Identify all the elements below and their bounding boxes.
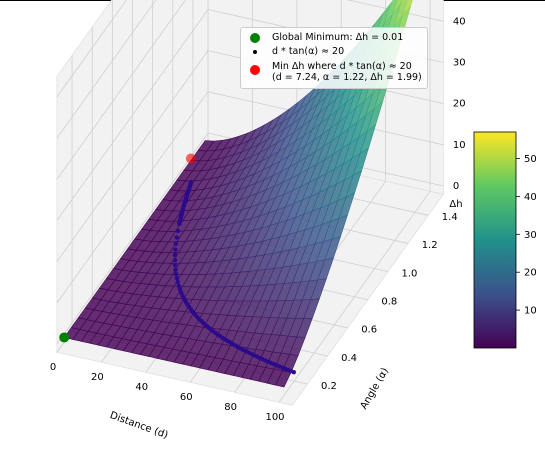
constraint-point [173, 241, 179, 246]
legend-item-constraint: d * tan(α) ≈ 20 [247, 46, 344, 58]
grid-line [56, 91, 209, 304]
grid-line [56, 9, 209, 221]
legend-label: Global Minimum: Δh = 0.01 [272, 32, 404, 43]
z-tick-label: 10 [453, 140, 466, 151]
constraint-point [291, 370, 296, 375]
z-tick-label: 20 [453, 99, 466, 110]
y-tick-label: 0.2 [321, 381, 337, 392]
grid-line [56, 132, 209, 345]
z-tick-label: 40 [453, 16, 466, 27]
legend-label: Min Δh where d * tan(α) ≈ 20 (d = 7.24, … [272, 61, 422, 83]
x-tick-label: 40 [135, 382, 148, 393]
y-tick-label: 1.4 [442, 212, 458, 223]
surface-patch [402, 0, 413, 16]
constraint-point [173, 263, 178, 268]
x-tick-label: 20 [91, 372, 104, 383]
z-tick-label: 30 [453, 58, 466, 69]
x-tick-label: 80 [224, 402, 237, 413]
constraint-point [174, 235, 179, 240]
red-dot-icon [250, 65, 260, 75]
y-tick-label: 0.8 [381, 297, 397, 308]
y-tick-label: 0.4 [341, 353, 357, 364]
axis-ticks: 0 20 40 60 80 100 0.2 0.4 0.6 0.8 1.0 1.2 1.4 0 10 20 30… [50, 16, 466, 423]
small-dot-icon [253, 50, 257, 54]
constraint-curve [172, 180, 296, 375]
colorbar: 10 20 30 40 50 [473, 131, 537, 349]
colorbar-tick-label: 10 [524, 306, 537, 317]
constraint-point [173, 271, 179, 277]
surface-patch [400, 0, 404, 4]
x-tick-label: 0 [50, 362, 56, 373]
constraint-point [176, 283, 181, 288]
x-axis-label: Distance (d) [108, 410, 169, 441]
z-tick-label: 0 [453, 181, 459, 192]
x-tick-label: 100 [265, 412, 284, 423]
colorbar-gradient [473, 131, 517, 349]
constraint-point [177, 287, 183, 292]
constraint-point [172, 258, 178, 263]
legend-label: d * tan(α) ≈ 20 [272, 46, 345, 57]
constraint-point [174, 276, 180, 281]
constraint-point [173, 267, 178, 272]
green-dot-icon [250, 33, 260, 43]
y-tick-label: 0.6 [361, 325, 377, 336]
surface-patch [392, 0, 403, 14]
grid-line [56, 0, 127, 98]
point-markers [59, 153, 196, 343]
global-minimum-marker [59, 332, 70, 343]
surface-patch [197, 140, 215, 152]
y-axis-label: Angle (α) [359, 366, 392, 411]
y-tick-label: 1.0 [402, 268, 418, 279]
y-tick-label: 1.2 [422, 240, 438, 251]
x-tick-label: 60 [180, 392, 193, 403]
grid-line [56, 0, 157, 139]
colorbar-tick-label: 50 [524, 154, 537, 165]
constraint-point [172, 252, 178, 258]
constraint-point [175, 279, 180, 285]
constraint-point [173, 247, 178, 252]
legend-item-constrained-min: Min Δh where d * tan(α) ≈ 20 (d = 7.24, … [247, 61, 422, 83]
colorbar-ticks: 10 20 30 40 50 [516, 154, 537, 317]
constraint-point [177, 221, 182, 226]
legend: Global Minimum: Δh = 0.01 d * tan(α) ≈ 2… [240, 27, 428, 89]
constrained-minimum-marker [185, 153, 196, 164]
colorbar-tick-label: 30 [524, 230, 537, 241]
legend-item-global-min: Global Minimum: Δh = 0.01 [247, 32, 403, 44]
grid-line [56, 50, 209, 262]
grid-line [56, 0, 186, 180]
constraint-point [175, 228, 181, 234]
colorbar-tick-label: 40 [524, 192, 537, 203]
colorbar-tick-label: 20 [524, 268, 537, 279]
z-axis-label: Δh [449, 199, 462, 210]
